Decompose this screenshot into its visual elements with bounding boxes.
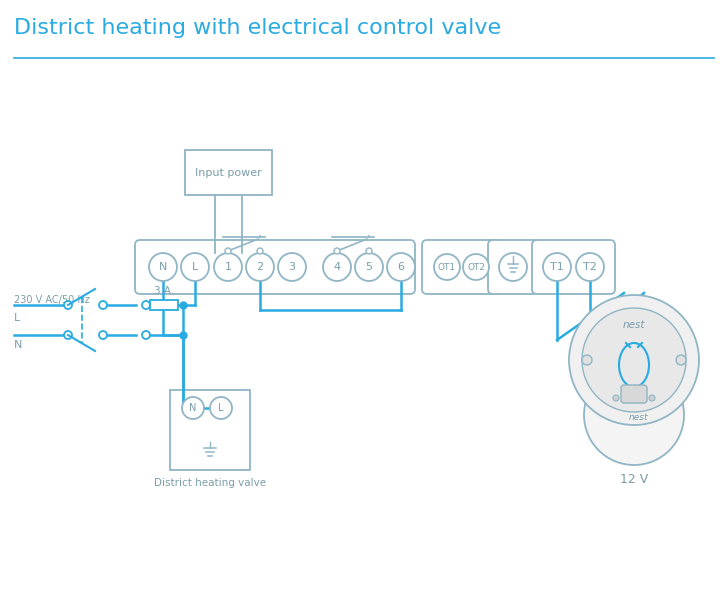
Text: 1: 1 [224,262,232,272]
Circle shape [225,248,231,254]
Circle shape [182,397,204,419]
Text: OT1: OT1 [438,263,456,271]
Text: 5: 5 [365,262,373,272]
Bar [170,390,250,470]
FancyBboxPatch shape [488,240,538,294]
Circle shape [543,253,571,281]
Circle shape [434,254,460,280]
FancyBboxPatch shape [422,240,501,294]
Circle shape [613,395,619,401]
FancyBboxPatch shape [135,240,415,294]
Circle shape [64,331,72,339]
Text: L: L [218,403,223,413]
FancyBboxPatch shape [532,240,615,294]
Text: 6: 6 [397,262,405,272]
Circle shape [366,248,372,254]
Circle shape [257,248,263,254]
Circle shape [99,301,107,309]
Text: 230 V AC/50 Hz: 230 V AC/50 Hz [14,295,90,305]
Circle shape [676,355,686,365]
Text: N: N [14,340,23,350]
Text: N: N [159,262,167,272]
Text: OT2: OT2 [467,263,485,271]
Text: nest: nest [622,320,645,330]
Circle shape [576,253,604,281]
Circle shape [246,253,274,281]
Circle shape [463,254,489,280]
Circle shape [181,253,209,281]
Text: 12 V: 12 V [620,473,648,486]
Circle shape [649,395,655,401]
Circle shape [387,253,415,281]
Text: District heating with electrical control valve: District heating with electrical control… [14,18,501,38]
Bar [150,300,178,310]
Circle shape [214,253,242,281]
Circle shape [569,295,699,425]
Text: Input power: Input power [195,168,262,178]
Circle shape [334,248,340,254]
Circle shape [64,301,72,309]
Text: District heating valve: District heating valve [154,478,266,488]
Circle shape [584,365,684,465]
Circle shape [278,253,306,281]
Circle shape [582,355,592,365]
Text: nest: nest [628,413,648,422]
Circle shape [499,253,527,281]
Circle shape [149,253,177,281]
Circle shape [582,308,686,412]
Circle shape [99,331,107,339]
Text: T2: T2 [583,262,597,272]
Text: N: N [189,403,197,413]
Text: 4: 4 [333,262,341,272]
Text: L: L [14,313,20,323]
Circle shape [142,301,150,309]
Text: L: L [192,262,198,272]
Circle shape [142,331,150,339]
Bar [185,150,272,195]
Circle shape [323,253,351,281]
Text: 3 A: 3 A [154,286,172,296]
Text: 3: 3 [288,262,296,272]
Text: 2: 2 [256,262,264,272]
Circle shape [210,397,232,419]
Text: T1: T1 [550,262,564,272]
FancyBboxPatch shape [621,385,647,403]
Circle shape [355,253,383,281]
